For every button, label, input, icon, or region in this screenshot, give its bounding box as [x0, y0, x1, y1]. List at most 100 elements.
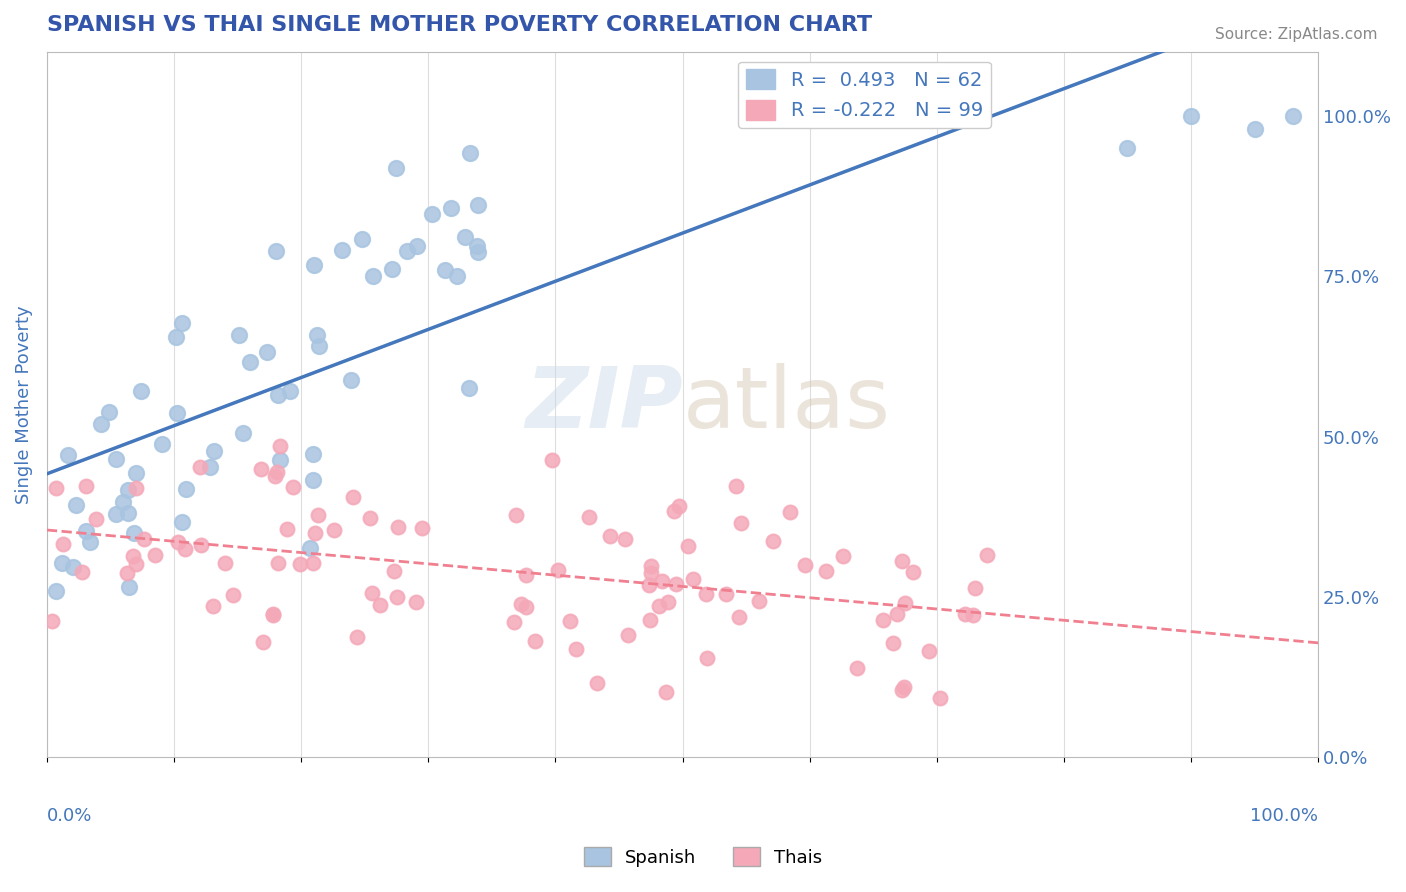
Point — [269, 439, 291, 453]
Point — [174, 541, 197, 556]
Point — [188, 459, 211, 474]
Point — [446, 268, 468, 283]
Point — [676, 539, 699, 553]
Point — [65, 499, 87, 513]
Point — [872, 613, 894, 627]
Point — [886, 607, 908, 621]
Point — [342, 490, 364, 504]
Point — [299, 541, 322, 556]
Point — [307, 328, 329, 343]
Point — [117, 483, 139, 497]
Point — [45, 584, 67, 599]
Point — [198, 460, 221, 475]
Point — [45, 481, 67, 495]
Point — [655, 685, 678, 699]
Point — [330, 243, 353, 257]
Point — [515, 600, 537, 615]
Point — [1281, 109, 1303, 123]
Text: atlas: atlas — [682, 363, 890, 446]
Point — [262, 608, 284, 623]
Point — [105, 507, 128, 521]
Point — [256, 345, 278, 359]
Point — [832, 549, 855, 563]
Point — [301, 557, 323, 571]
Point — [586, 675, 609, 690]
Point — [845, 661, 868, 675]
Point — [665, 576, 688, 591]
Point — [202, 599, 225, 614]
Point — [249, 462, 271, 476]
Point — [278, 384, 301, 399]
Point — [638, 613, 661, 627]
Point — [467, 244, 489, 259]
Point — [502, 615, 524, 629]
Point — [406, 239, 429, 253]
Point — [411, 521, 433, 535]
Point — [302, 447, 325, 461]
Point — [515, 567, 537, 582]
Point — [266, 557, 288, 571]
Point — [541, 453, 564, 467]
Point — [458, 381, 481, 395]
Point — [90, 417, 112, 431]
Point — [695, 587, 717, 601]
Point — [190, 538, 212, 552]
Point — [361, 586, 384, 600]
Point — [668, 499, 690, 513]
Point — [97, 405, 120, 419]
Point — [222, 588, 245, 602]
Point — [166, 406, 188, 420]
Point — [269, 453, 291, 467]
Text: Source: ZipAtlas.com: Source: ZipAtlas.com — [1215, 27, 1378, 42]
Point — [547, 563, 569, 577]
Point — [882, 636, 904, 650]
Point — [267, 387, 290, 401]
Point — [252, 635, 274, 649]
Point — [793, 558, 815, 572]
Point — [302, 474, 325, 488]
Point — [202, 443, 225, 458]
Point — [232, 426, 254, 441]
Point — [276, 522, 298, 536]
Point — [264, 468, 287, 483]
Point — [382, 564, 405, 578]
Point — [70, 565, 93, 579]
Point — [387, 591, 409, 605]
Point — [662, 504, 685, 518]
Point — [962, 608, 984, 623]
Point — [1243, 121, 1265, 136]
Point — [308, 508, 330, 522]
Point — [214, 556, 236, 570]
Point — [174, 482, 197, 496]
Point — [84, 511, 107, 525]
Point — [111, 495, 134, 509]
Point — [648, 599, 671, 614]
Point — [122, 549, 145, 563]
Point — [762, 534, 785, 549]
Point — [505, 508, 527, 522]
Point — [748, 593, 770, 607]
Point — [105, 451, 128, 466]
Point — [682, 572, 704, 586]
Point — [131, 384, 153, 398]
Point — [599, 528, 621, 542]
Point — [122, 526, 145, 541]
Point — [714, 587, 737, 601]
Point — [167, 534, 190, 549]
Point — [434, 262, 457, 277]
Point — [510, 597, 533, 611]
Text: ZIP: ZIP — [524, 363, 682, 446]
Point — [614, 532, 637, 546]
Point — [125, 557, 148, 571]
Point — [578, 510, 600, 524]
Point — [395, 244, 418, 259]
Text: 100.0%: 100.0% — [1250, 806, 1319, 825]
Point — [929, 691, 952, 706]
Point — [953, 607, 976, 621]
Point — [281, 480, 304, 494]
Point — [976, 548, 998, 562]
Point — [56, 448, 79, 462]
Point — [558, 615, 581, 629]
Point — [1116, 141, 1139, 155]
Point — [361, 269, 384, 284]
